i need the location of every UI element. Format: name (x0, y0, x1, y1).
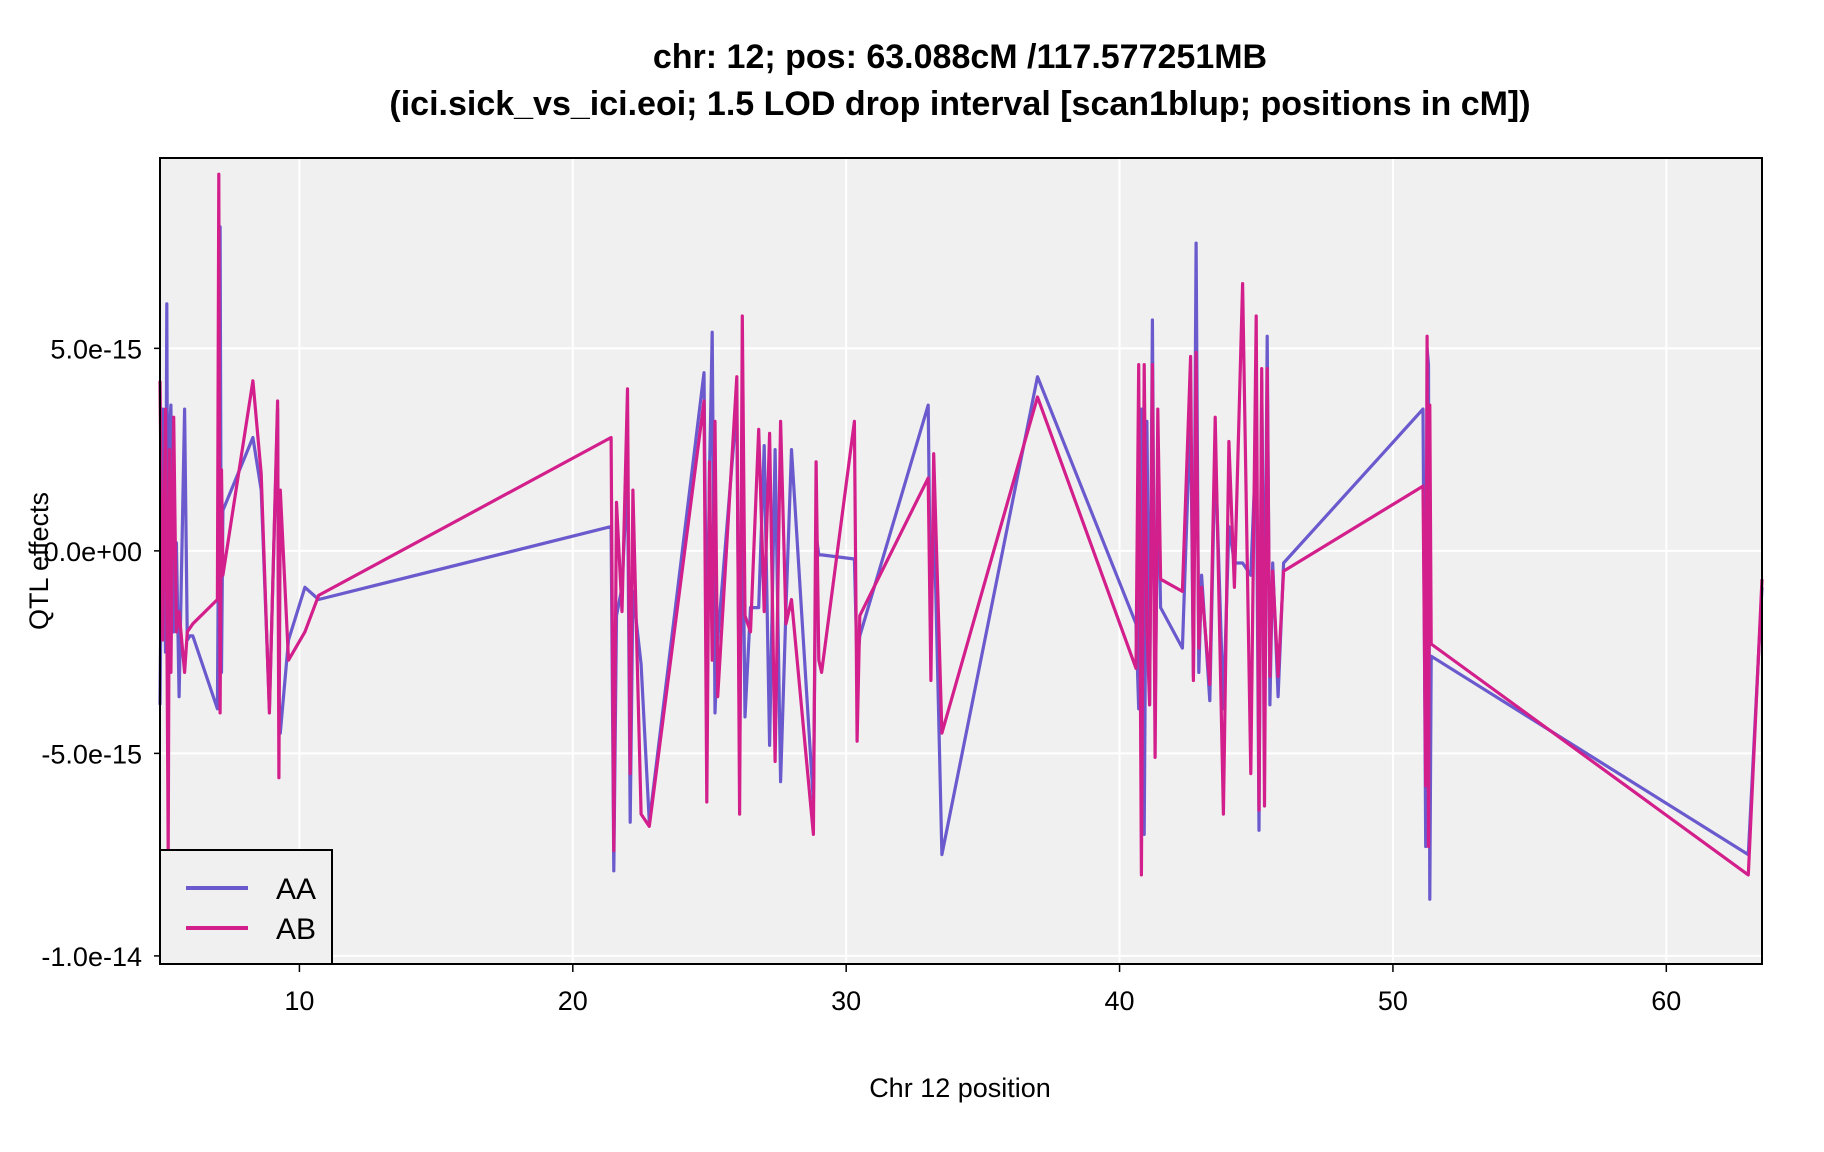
x-tick-label: 30 (831, 986, 861, 1016)
x-axis-ticks: 10 20 30 40 50 60 (284, 964, 1681, 1016)
legend: AA AB (159, 849, 333, 965)
chart-title-line2: (ici.sick_vs_ici.eoi; 1.5 LOD drop inter… (389, 85, 1530, 123)
x-axis-label: Chr 12 position (869, 1073, 1051, 1103)
x-tick-label: 50 (1378, 986, 1408, 1016)
plot-frame (159, 157, 1763, 965)
legend-label-ab: AB (276, 913, 316, 946)
series-lines (158, 172, 1764, 901)
y-axis-ticks: 5.0e-15 0.0e+00 -5.0e-15 -1.0e-14 (41, 334, 160, 972)
series-line-ab (158, 172, 1764, 877)
chart-title-line1: chr: 12; pos: 63.088cM /117.577251MB (653, 38, 1267, 76)
x-tick-label: 10 (284, 986, 314, 1016)
plot-panel (160, 158, 1762, 964)
y-axis-label: QTL effects (24, 492, 54, 630)
y-tick-label: 0.0e+00 (44, 537, 142, 567)
y-tick-label: -5.0e-15 (41, 739, 142, 769)
x-tick-label: 20 (558, 986, 588, 1016)
x-tick-label: 60 (1651, 986, 1681, 1016)
x-tick-label: 40 (1105, 986, 1135, 1016)
y-tick-label: -1.0e-14 (41, 942, 142, 972)
legend-label-aa: AA (276, 873, 316, 906)
y-tick-label: 5.0e-15 (50, 334, 142, 364)
legend-box (159, 849, 333, 965)
